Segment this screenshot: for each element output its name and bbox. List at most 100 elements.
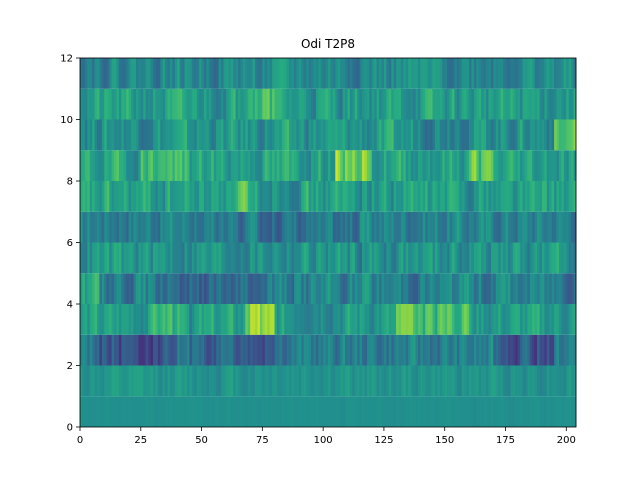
heatmap-cell xyxy=(345,150,348,181)
heatmap-cell xyxy=(320,273,324,304)
heatmap-cell xyxy=(276,304,280,335)
heatmap-cell xyxy=(138,396,142,427)
heatmap-cell xyxy=(517,242,521,274)
heatmap-cell xyxy=(296,88,300,120)
heatmap-cell xyxy=(128,242,132,274)
heatmap-cell xyxy=(179,88,183,120)
heatmap-cell xyxy=(517,211,521,243)
heatmap-cell xyxy=(274,150,278,181)
heatmap-cell xyxy=(512,88,516,120)
heatmap-cell xyxy=(99,181,103,212)
heatmap-cell xyxy=(116,211,120,243)
heatmap-cell xyxy=(544,242,548,274)
heatmap-cell xyxy=(104,181,108,212)
heatmap-cell xyxy=(114,304,117,335)
heatmap-cell xyxy=(352,304,356,335)
heatmap-cell xyxy=(439,365,443,397)
heatmap-cell xyxy=(313,304,317,335)
heatmap-cell xyxy=(434,150,438,181)
heatmap-cell xyxy=(104,58,108,89)
heatmap-cell xyxy=(167,88,171,120)
heatmap-cell xyxy=(469,304,472,335)
heatmap-cell xyxy=(405,119,409,151)
heatmap-cell xyxy=(320,211,324,243)
heatmap-cell xyxy=(233,365,237,397)
heatmap-cell xyxy=(381,181,385,212)
heatmap-cell xyxy=(330,181,334,212)
heatmap-cell xyxy=(529,304,533,335)
heatmap-cell xyxy=(111,88,115,120)
heatmap-cell xyxy=(347,242,351,274)
heatmap-cell xyxy=(235,181,239,212)
heatmap-cell xyxy=(238,211,241,243)
heatmap-cell xyxy=(342,181,346,212)
heatmap-cell xyxy=(413,58,416,89)
heatmap-cell xyxy=(221,334,224,366)
heatmap-cell xyxy=(94,304,98,335)
heatmap-cell xyxy=(478,181,482,212)
heatmap-cell xyxy=(267,365,271,397)
heatmap-cell xyxy=(315,58,319,89)
heatmap-cell xyxy=(211,150,215,181)
heatmap-cell xyxy=(330,242,334,274)
heatmap-cell xyxy=(325,58,329,89)
heatmap-cell xyxy=(490,88,494,120)
heatmap-cell xyxy=(427,181,431,212)
heatmap-cell xyxy=(250,58,254,89)
heatmap-cell xyxy=(524,365,528,397)
heatmap-cell xyxy=(520,211,523,243)
heatmap-cell xyxy=(325,273,329,304)
heatmap-cell xyxy=(539,88,543,120)
x-axis: 0 25 50 75 100 125 150 175 200 xyxy=(77,427,576,446)
heatmap-cell xyxy=(444,334,448,366)
heatmap-cell xyxy=(386,119,390,151)
heatmap-cell xyxy=(495,211,499,243)
heatmap-cell xyxy=(150,273,154,304)
heatmap-cell xyxy=(218,88,222,120)
heatmap-cell xyxy=(216,304,219,335)
heatmap-cell xyxy=(169,58,173,89)
heatmap-cell xyxy=(89,58,93,89)
heatmap-cell xyxy=(325,304,329,335)
heatmap-cell xyxy=(386,396,390,427)
heatmap-cell xyxy=(252,365,256,397)
heatmap-cell xyxy=(417,242,421,274)
heatmap-cell xyxy=(157,334,161,366)
heatmap-cell xyxy=(520,365,523,397)
heatmap-cell xyxy=(563,273,567,304)
heatmap-cell xyxy=(486,396,489,427)
heatmap-cell xyxy=(466,396,470,427)
heatmap-cell xyxy=(541,242,545,274)
heatmap-cell xyxy=(223,119,227,151)
heatmap-cell xyxy=(442,150,446,181)
heatmap-cell xyxy=(218,150,222,181)
heatmap-cell xyxy=(422,334,426,366)
heatmap-cell xyxy=(371,304,375,335)
heatmap-cell xyxy=(328,365,331,397)
heatmap-cell xyxy=(123,58,127,89)
heatmap-cell xyxy=(157,58,161,89)
heatmap-cell xyxy=(507,396,511,427)
heatmap-cell xyxy=(539,396,543,427)
heatmap-cell xyxy=(379,396,382,427)
heatmap-cell xyxy=(296,242,300,274)
heatmap-cell xyxy=(247,242,251,274)
heatmap-cell xyxy=(345,242,348,274)
heatmap-cell xyxy=(111,181,115,212)
heatmap-cell xyxy=(293,88,297,120)
heatmap-cell xyxy=(145,150,149,181)
heatmap-cell xyxy=(471,242,475,274)
heatmap-cell xyxy=(425,181,429,212)
heatmap-cell xyxy=(301,88,305,120)
heatmap-cell xyxy=(342,150,346,181)
heatmap-cell xyxy=(245,211,249,243)
heatmap-cell xyxy=(89,304,93,335)
heatmap-cell xyxy=(447,88,450,120)
heatmap-cell xyxy=(437,334,441,366)
heatmap-cell xyxy=(459,334,463,366)
heatmap-cell xyxy=(493,119,497,151)
heatmap-cell xyxy=(486,211,489,243)
heatmap-cell xyxy=(337,242,341,274)
heatmap-cell xyxy=(80,396,83,427)
heatmap-cell xyxy=(118,304,122,335)
